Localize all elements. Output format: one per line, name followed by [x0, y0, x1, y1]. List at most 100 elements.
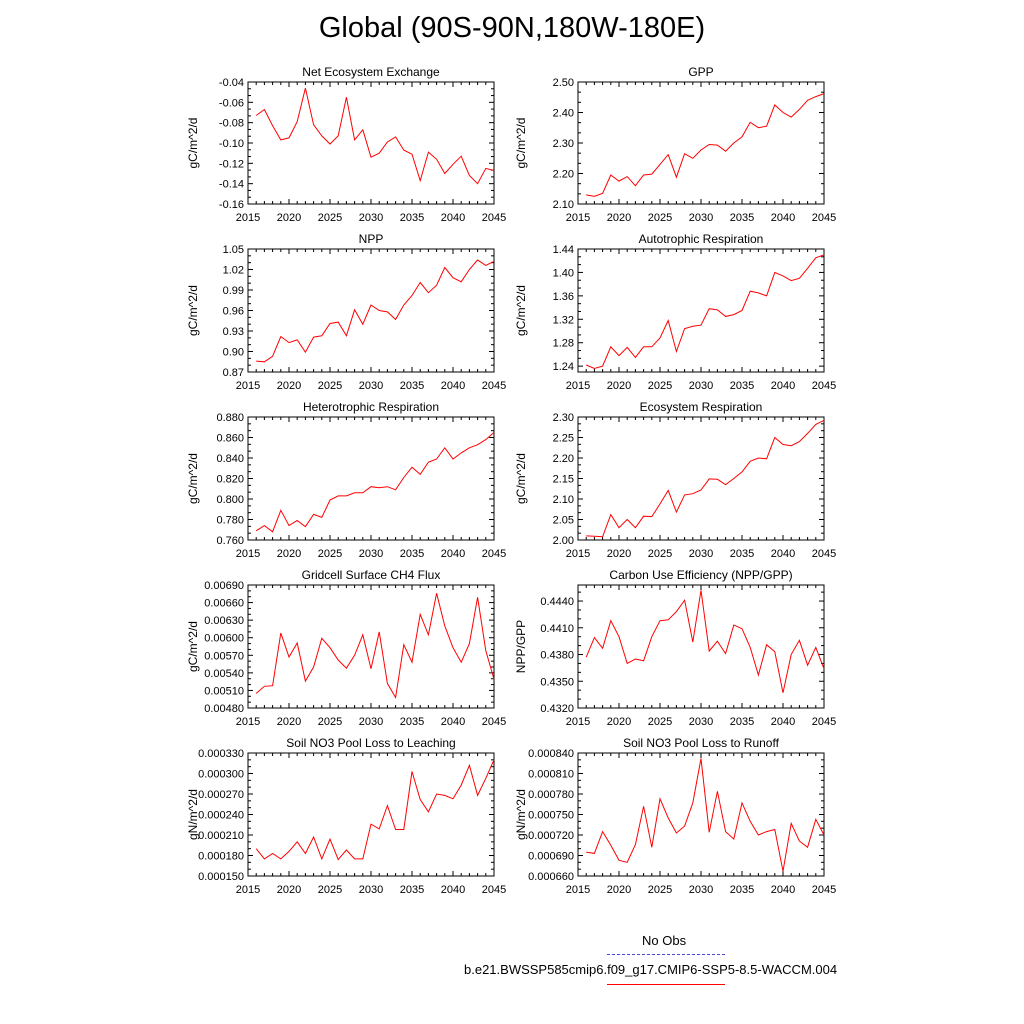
- legend-model-line: [607, 984, 725, 985]
- y-axis-label: gC/m^2/d: [186, 621, 200, 672]
- x-tick-label: 2020: [607, 716, 631, 728]
- x-tick-label: 2020: [277, 884, 301, 896]
- x-tick-label: 2030: [359, 380, 383, 392]
- y-tick-label: 1.32: [553, 314, 574, 326]
- y-axis-label: gC/m^2/d: [186, 285, 200, 336]
- x-tick-label: 2020: [277, 716, 301, 728]
- panel-6: Ecosystem Respiration 2015 2020 2025 2030 203…: [514, 400, 836, 560]
- y-tick-label: -0.16: [219, 199, 244, 211]
- y-tick-label: 2.40: [553, 108, 574, 120]
- y-tick-label: 2.00: [553, 535, 574, 547]
- x-tick-label: 2025: [318, 548, 342, 560]
- x-tick-label: 2030: [359, 548, 383, 560]
- y-tick-label: 0.820: [216, 474, 244, 486]
- panel-frame: [577, 248, 825, 373]
- panel-4: Autotrophic Respiration 2015 2020 2025 2030 2…: [514, 232, 836, 392]
- y-tick-label: -0.14: [219, 179, 244, 191]
- y-tick-label: -0.12: [219, 158, 244, 170]
- y-tick-label: 0.000150: [198, 871, 244, 883]
- x-tick-label: 2015: [236, 212, 260, 224]
- y-tick-label: 0.00570: [204, 650, 244, 662]
- y-tick-label: 2.30: [553, 412, 574, 424]
- x-tick-label: 2030: [689, 884, 713, 896]
- y-tick-label: 0.000750: [528, 810, 574, 822]
- series-line: [256, 259, 495, 363]
- x-tick-label: 2035: [400, 380, 424, 392]
- y-tick-label: 0.000180: [198, 851, 244, 863]
- panel-title: NPP: [359, 232, 384, 246]
- x-tick-label: 2035: [730, 716, 754, 728]
- y-tick-label: 0.00480: [204, 703, 244, 715]
- y-tick-label: 0.000300: [198, 769, 244, 781]
- panel-9: Soil NO3 Pool Loss to Leaching 2015 2020 20…: [186, 736, 506, 896]
- y-tick-label: 1.44: [553, 244, 574, 256]
- x-tick-label: 2035: [400, 716, 424, 728]
- x-tick-label: 2035: [730, 548, 754, 560]
- x-tick-label: 2015: [236, 380, 260, 392]
- x-tick-label: 2040: [771, 380, 795, 392]
- panel-frame: [577, 81, 825, 205]
- panel-7: Gridcell Surface CH4 Flux 2015 2020 2025 203…: [186, 568, 506, 728]
- x-tick-label: 2040: [441, 548, 465, 560]
- y-tick-label: 0.800: [216, 494, 244, 506]
- panel-title: Heterotrophic Respiration: [303, 400, 439, 414]
- x-tick-label: 2020: [277, 548, 301, 560]
- y-tick-label: 0.000810: [528, 769, 574, 781]
- x-tick-label: 2035: [730, 884, 754, 896]
- x-tick-label: 2035: [730, 212, 754, 224]
- y-axis-label: NPP/GPP: [514, 620, 528, 673]
- y-tick-label: 0.00660: [204, 598, 244, 610]
- panel-frame: [247, 81, 495, 205]
- y-tick-label: 1.28: [553, 338, 574, 350]
- series-line: [255, 593, 495, 699]
- panel-frame: [247, 248, 495, 373]
- y-tick-label: 0.000660: [528, 871, 574, 883]
- y-tick-label: 0.000780: [528, 789, 574, 801]
- x-tick-label: 2045: [482, 884, 506, 896]
- y-tick-label: 2.10: [553, 199, 574, 211]
- x-tick-label: 2040: [771, 884, 795, 896]
- x-tick-label: 2030: [359, 212, 383, 224]
- x-tick-label: 2045: [812, 716, 836, 728]
- y-tick-label: 0.000330: [198, 748, 244, 760]
- x-tick-label: 2015: [566, 212, 590, 224]
- y-tick-label: 0.96: [223, 306, 244, 318]
- x-tick-label: 2040: [771, 548, 795, 560]
- legend-model-label: b.e21.BWSSP585cmip6.f09_g17.CMIP6-SSP5-8…: [464, 962, 838, 977]
- y-tick-label: 0.780: [216, 515, 244, 527]
- y-tick-label: 0.860: [216, 433, 244, 445]
- panel-title: Autotrophic Respiration: [639, 232, 764, 246]
- y-tick-label: 0.4350: [540, 676, 574, 688]
- x-tick-label: 2030: [359, 716, 383, 728]
- x-tick-label: 2045: [482, 716, 506, 728]
- y-tick-label: 0.4380: [540, 650, 574, 662]
- panel-title: Gridcell Surface CH4 Flux: [302, 568, 441, 582]
- series-line: [586, 419, 825, 538]
- y-axis-label: gC/m^2/d: [514, 118, 528, 169]
- y-tick-label: 0.90: [223, 347, 244, 359]
- x-tick-label: 2035: [400, 212, 424, 224]
- y-tick-label: 0.000840: [528, 748, 574, 760]
- y-tick-label: 0.00510: [204, 685, 244, 697]
- series-line: [585, 590, 825, 693]
- x-tick-label: 2030: [689, 380, 713, 392]
- y-tick-label: 0.000690: [528, 851, 574, 863]
- y-tick-label: 0.000210: [198, 830, 244, 842]
- x-tick-label: 2025: [648, 884, 672, 896]
- y-tick-label: 1.05: [223, 244, 244, 256]
- page-title: Global (90S-90N,180W-180E): [318, 12, 706, 44]
- x-tick-label: 2015: [566, 716, 590, 728]
- y-tick-label: 2.30: [553, 138, 574, 150]
- panel-frame: [247, 752, 495, 877]
- x-tick-label: 2030: [359, 884, 383, 896]
- series-line: [586, 254, 825, 370]
- x-tick-label: 2015: [566, 884, 590, 896]
- y-tick-label: -0.10: [219, 138, 244, 150]
- panel-frame: [577, 584, 825, 709]
- y-tick-label: 0.000240: [198, 810, 244, 822]
- x-tick-label: 2040: [441, 380, 465, 392]
- y-tick-label: 1.36: [553, 291, 574, 303]
- y-tick-label: 2.15: [553, 474, 574, 486]
- x-tick-label: 2025: [318, 212, 342, 224]
